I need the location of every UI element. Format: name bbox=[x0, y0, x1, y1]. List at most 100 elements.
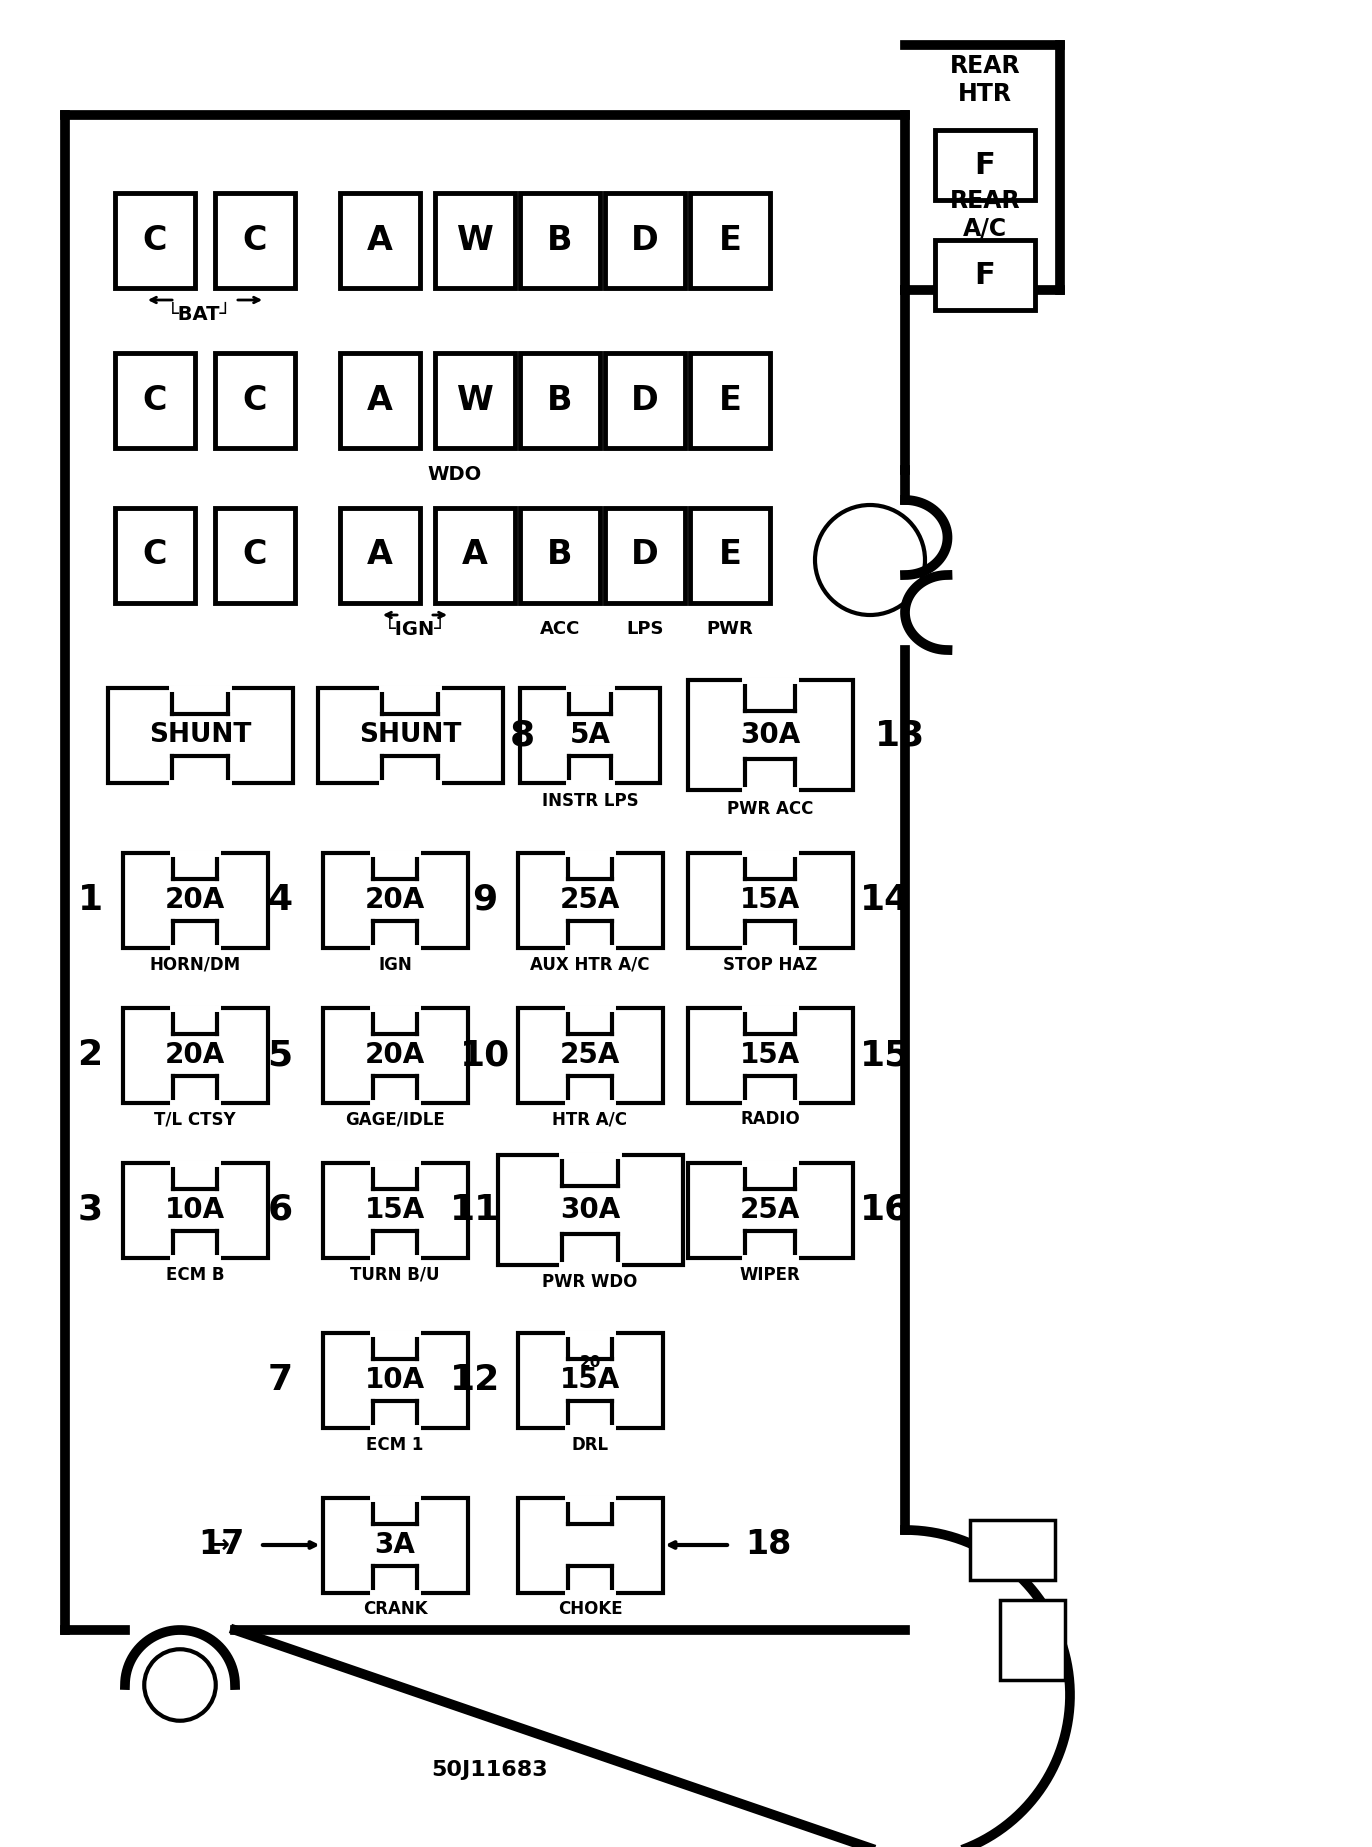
Text: STOP HAZ: STOP HAZ bbox=[723, 955, 818, 973]
Text: CRANK: CRANK bbox=[362, 1601, 427, 1618]
Bar bbox=[115, 353, 195, 447]
Bar bbox=[173, 853, 217, 879]
Bar bbox=[340, 508, 420, 602]
Text: 15A: 15A bbox=[740, 1042, 800, 1069]
Text: C: C bbox=[143, 223, 167, 257]
Text: PWR ACC: PWR ACC bbox=[727, 800, 814, 818]
Text: 11: 11 bbox=[450, 1193, 501, 1226]
Text: CHOKE: CHOKE bbox=[557, 1601, 623, 1618]
Text: 9: 9 bbox=[472, 883, 498, 916]
Bar bbox=[122, 853, 268, 948]
Bar bbox=[122, 1007, 268, 1103]
Text: 30A: 30A bbox=[740, 720, 800, 750]
Text: 13: 13 bbox=[875, 718, 925, 752]
Text: 20: 20 bbox=[579, 1356, 601, 1370]
Bar bbox=[605, 508, 685, 602]
Text: ECM B: ECM B bbox=[166, 1265, 224, 1284]
Bar bbox=[373, 1077, 417, 1103]
Bar bbox=[745, 853, 794, 879]
Bar bbox=[687, 1007, 852, 1103]
Text: ECM 1: ECM 1 bbox=[366, 1435, 424, 1454]
Bar bbox=[745, 759, 794, 791]
Bar bbox=[520, 687, 660, 783]
Bar bbox=[173, 1230, 217, 1258]
Bar bbox=[568, 1566, 612, 1592]
Bar bbox=[1000, 1600, 1065, 1681]
Text: B: B bbox=[547, 384, 572, 417]
Bar bbox=[605, 192, 685, 288]
Bar bbox=[568, 1498, 612, 1524]
Text: 20A: 20A bbox=[165, 887, 225, 914]
Bar bbox=[517, 1007, 663, 1103]
Bar bbox=[568, 1077, 612, 1103]
Bar bbox=[122, 1162, 268, 1258]
Text: └IGN┘: └IGN┘ bbox=[384, 621, 446, 639]
Text: 8: 8 bbox=[510, 718, 535, 752]
Bar bbox=[517, 1332, 663, 1428]
Bar bbox=[745, 922, 794, 948]
Bar bbox=[687, 1162, 852, 1258]
Bar bbox=[340, 353, 420, 447]
Text: →: → bbox=[209, 1533, 230, 1557]
Bar bbox=[569, 687, 611, 715]
Text: 2: 2 bbox=[77, 1038, 103, 1071]
Bar bbox=[373, 1332, 417, 1359]
Text: 5A: 5A bbox=[569, 720, 611, 750]
Text: TURN B/U: TURN B/U bbox=[350, 1265, 440, 1284]
Text: REAR
A/C: REAR A/C bbox=[949, 188, 1021, 240]
Text: 15A: 15A bbox=[560, 1367, 620, 1394]
Bar bbox=[745, 1007, 794, 1034]
Bar bbox=[498, 1154, 682, 1265]
Bar bbox=[517, 1498, 663, 1592]
Bar bbox=[173, 687, 228, 715]
Bar bbox=[435, 508, 514, 602]
Text: RADIO: RADIO bbox=[740, 1110, 800, 1129]
Text: 7: 7 bbox=[268, 1363, 292, 1396]
Text: 6: 6 bbox=[268, 1193, 292, 1226]
Bar bbox=[520, 353, 600, 447]
Bar bbox=[115, 192, 195, 288]
Text: C: C bbox=[143, 384, 167, 417]
Text: 10A: 10A bbox=[365, 1367, 425, 1394]
Text: 10: 10 bbox=[460, 1038, 510, 1071]
Text: W: W bbox=[457, 223, 494, 257]
Bar bbox=[517, 853, 663, 948]
Bar bbox=[373, 1400, 417, 1428]
Bar bbox=[317, 687, 502, 783]
Text: A: A bbox=[462, 539, 488, 571]
Text: 14: 14 bbox=[860, 883, 910, 916]
Text: 3A: 3A bbox=[375, 1531, 416, 1559]
Bar bbox=[690, 192, 770, 288]
Bar bbox=[563, 1234, 617, 1265]
Text: F: F bbox=[974, 260, 995, 290]
Text: 20A: 20A bbox=[165, 1042, 225, 1069]
Text: 25A: 25A bbox=[740, 1197, 800, 1225]
Bar bbox=[745, 680, 794, 711]
Text: └BAT┘: └BAT┘ bbox=[167, 305, 233, 323]
Text: E: E bbox=[719, 539, 741, 571]
Bar bbox=[107, 687, 292, 783]
Bar bbox=[173, 1007, 217, 1034]
Text: 1: 1 bbox=[77, 883, 103, 916]
Bar bbox=[173, 922, 217, 948]
Text: 12: 12 bbox=[450, 1363, 501, 1396]
Bar bbox=[605, 353, 685, 447]
Bar bbox=[520, 508, 600, 602]
Text: 15A: 15A bbox=[365, 1197, 425, 1225]
Bar bbox=[690, 508, 770, 602]
Text: 30A: 30A bbox=[560, 1197, 620, 1225]
Text: 10A: 10A bbox=[165, 1197, 225, 1225]
Bar bbox=[322, 853, 468, 948]
Text: 25A: 25A bbox=[560, 887, 620, 914]
Bar bbox=[687, 853, 852, 948]
Bar bbox=[215, 353, 295, 447]
Bar bbox=[687, 680, 852, 791]
Text: E: E bbox=[719, 384, 741, 417]
Bar bbox=[215, 192, 295, 288]
Bar bbox=[745, 1077, 794, 1103]
Bar bbox=[568, 1332, 612, 1359]
Text: A: A bbox=[368, 384, 392, 417]
Text: 20A: 20A bbox=[365, 887, 425, 914]
Text: 17: 17 bbox=[199, 1529, 246, 1561]
Text: HTR A/C: HTR A/C bbox=[553, 1110, 627, 1129]
